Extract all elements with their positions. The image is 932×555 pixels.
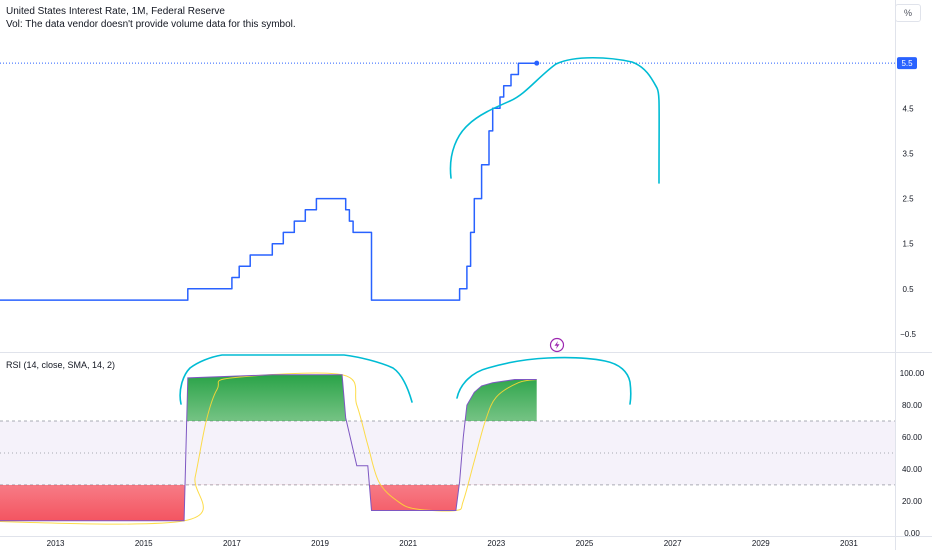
- time-tick-label-7: 2025: [576, 539, 594, 548]
- rsi-tick-label-2: 60.00: [902, 433, 923, 442]
- time-tick-label-6: 2023: [487, 539, 505, 548]
- rsi-indicator-title[interactable]: RSI (14, close, SMA, 14, 2): [6, 360, 116, 370]
- price-tick-label-6: 0.5: [902, 285, 914, 294]
- fill-layer: [0, 374, 537, 521]
- rsi-tick-label-3: 40.00: [902, 465, 923, 474]
- price-tick-label-7: −0.5: [900, 330, 916, 339]
- lightning-icon[interactable]: [549, 337, 565, 353]
- rsi-ma-line[interactable]: [0, 372, 537, 525]
- rsi-line[interactable]: [0, 374, 537, 522]
- annotation-curve-rsi-left[interactable]: [179, 354, 413, 405]
- time-tick-label-9: 2029: [752, 539, 770, 548]
- time-tick-label-10: 2031: [840, 539, 858, 548]
- rsi-tick-label-4: 20.00: [902, 497, 923, 506]
- price-tick-label-3: 3.5: [902, 149, 914, 158]
- rsi-tick-label-5: 0.00: [904, 529, 920, 538]
- time-tick-label-1: 2013: [47, 539, 65, 548]
- annotation-curve-price[interactable]: [449, 57, 660, 184]
- drawing-layer[interactable]: [179, 57, 660, 405]
- time-tick-label-8: 2027: [664, 539, 682, 548]
- last-value-tag-label: 5.5: [901, 59, 913, 68]
- time-tick-label-3: 2017: [223, 539, 241, 548]
- rsi-tick-label-0: 100.00: [900, 369, 925, 378]
- price-tick-label-5: 1.5: [902, 240, 914, 249]
- price-tick-label-2: 4.5: [902, 104, 914, 113]
- price-tick-label-4: 2.5: [902, 195, 914, 204]
- time-tick-label-4: 2019: [311, 539, 329, 548]
- chart-title: United States Interest Rate, 1M, Federal…: [6, 6, 225, 17]
- rsi-overbought-fill: [186, 374, 537, 422]
- axis-layer: 6.55.54.53.52.51.50.5−0.55.5100.0080.006…: [47, 14, 925, 548]
- annotation-curve-rsi-right[interactable]: [456, 356, 632, 405]
- interest-rate-line[interactable]: [0, 62, 537, 301]
- last-value-tag: [897, 57, 917, 70]
- volume-note: Vol: The data vendor doesn't provide vol…: [6, 19, 296, 30]
- last-value-dot: [534, 60, 540, 66]
- time-tick-label-2: 2015: [135, 539, 153, 548]
- lightning-icon-bolt: [554, 341, 560, 349]
- rsi-tick-label-1: 80.00: [902, 401, 923, 410]
- percent-scale-button[interactable]: %: [895, 4, 921, 22]
- time-tick-label-5: 2021: [399, 539, 417, 548]
- rsi-band-background: [0, 421, 895, 485]
- rsi-oversold-fill: [0, 484, 460, 521]
